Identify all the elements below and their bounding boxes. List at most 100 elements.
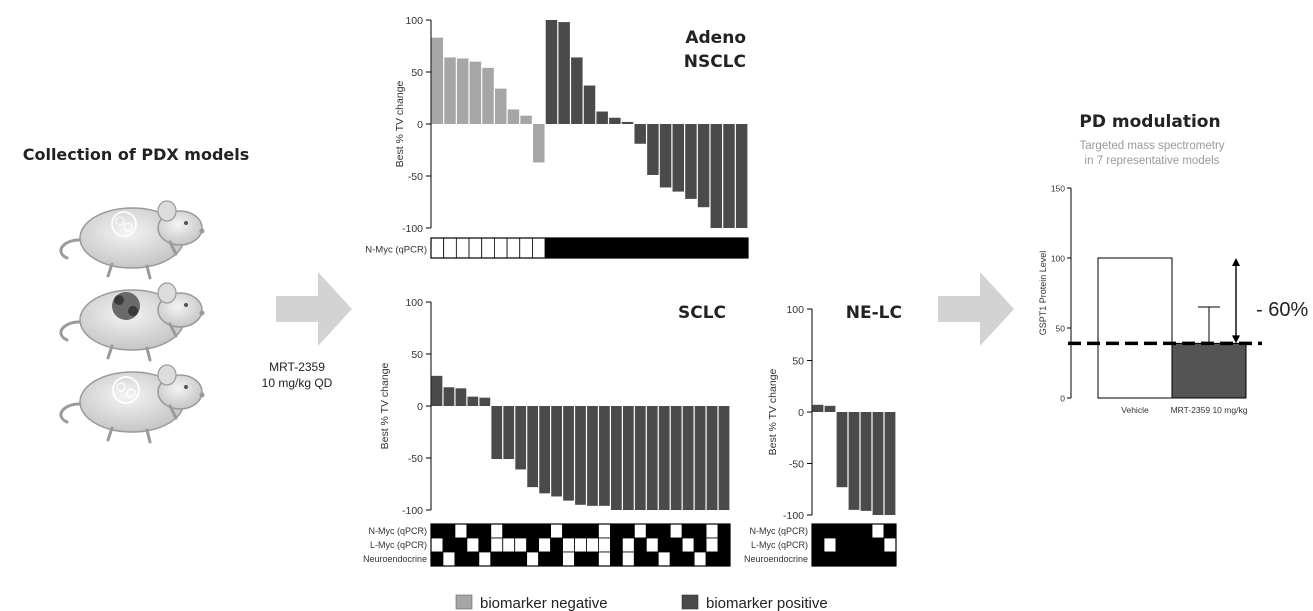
bar <box>515 406 527 470</box>
y-tick-label: 50 <box>1056 324 1066 334</box>
heatmap-cell <box>454 537 468 553</box>
y-tick-label: 100 <box>1051 254 1065 264</box>
heatmap-cell <box>705 551 719 567</box>
heatmap-cell <box>574 523 587 539</box>
bar <box>571 57 583 124</box>
heatmap-row-label: Neuroendocrine <box>744 554 808 564</box>
heatmap-cell <box>538 537 552 553</box>
heatmap-cell <box>502 537 516 553</box>
heatmap-cell <box>502 523 516 539</box>
bar <box>507 109 520 124</box>
heatmap-cell <box>550 537 563 553</box>
heatmap-row-label: L-Myc (qPCR) <box>370 540 427 550</box>
heatmap-cell <box>734 237 749 259</box>
heatmap-cell <box>502 551 516 567</box>
heatmap-row-label: Neuroendocrine <box>363 554 427 564</box>
heatmap-cell <box>657 523 671 539</box>
heatmap-cell <box>532 237 546 259</box>
heatmap-cell <box>859 551 873 567</box>
heatmap-cell <box>582 237 597 259</box>
heatmap-row-label: L-Myc (qPCR) <box>751 540 808 550</box>
heatmap-cell <box>478 537 492 553</box>
heatmap-cell <box>621 523 635 539</box>
heatmap-cell <box>835 523 849 539</box>
legend-label-positive: biomarker positive <box>706 595 828 611</box>
bar <box>646 406 658 510</box>
bar <box>682 406 694 510</box>
heatmap-cell <box>526 537 540 553</box>
heatmap-cell <box>598 551 611 567</box>
ne-lc-chart: 100 50 0 -50 -100 Best % TV change N-Myc (qPCR… <box>744 303 902 567</box>
pd-arrow-icon <box>938 272 1014 346</box>
y-tick-label: -50 <box>789 459 804 471</box>
heatmap-cell <box>526 551 540 567</box>
heatmap-cell <box>633 537 647 553</box>
bar <box>503 406 515 460</box>
heatmap-cell <box>455 237 470 259</box>
heatmap-cell <box>574 537 587 553</box>
heatmap-cell <box>705 537 719 553</box>
heatmap-cell <box>608 237 622 259</box>
legend-swatch-negative <box>455 594 473 610</box>
heatmap-cell <box>538 523 552 539</box>
adeno-nsclc-chart: 100 50 0 -50 -100 Best % TV change N-Myc (qPCR… <box>365 15 749 259</box>
bar <box>599 406 610 506</box>
pd-reduction-label: - 60% <box>1256 299 1308 321</box>
bar <box>723 124 735 228</box>
mouse-icon <box>59 282 205 362</box>
bar <box>872 412 884 515</box>
heatmap-border <box>811 523 897 567</box>
bar <box>697 124 710 208</box>
bar <box>456 58 469 125</box>
mouse-icon <box>59 200 205 280</box>
heatmap-cell <box>514 551 528 567</box>
y-axis-label: Best % TV change <box>394 80 406 167</box>
heatmap-cell <box>811 551 825 567</box>
bar <box>710 124 723 228</box>
y-tick-label: 100 <box>786 304 804 316</box>
heatmap-row-label: N-Myc (qPCR) <box>369 526 428 536</box>
heatmap-cell <box>871 551 885 567</box>
heatmap-cell <box>847 537 861 553</box>
bar <box>491 406 503 460</box>
heatmap-cell <box>454 523 468 539</box>
heatmap-cell <box>823 537 837 553</box>
y-tick-label: -100 <box>402 223 423 235</box>
bar <box>495 88 507 124</box>
bar <box>718 406 730 510</box>
sclc-title: SCLC <box>678 303 726 323</box>
treatment-label-line1: MRT-2359 <box>269 360 325 374</box>
heatmap-cell <box>811 523 825 539</box>
bar <box>685 124 697 199</box>
bar <box>1171 342 1247 399</box>
y-tick-label: 50 <box>792 356 804 368</box>
y-tick-label: -50 <box>408 171 423 183</box>
heatmap-cell <box>693 523 707 539</box>
bar <box>1097 257 1173 399</box>
y-tick-label: 0 <box>417 401 423 413</box>
heatmap-cell <box>633 237 647 259</box>
heatmap-cell <box>514 537 528 553</box>
bar <box>672 124 684 192</box>
heatmap-cell <box>490 551 504 567</box>
bar <box>670 406 682 510</box>
bar <box>455 388 467 406</box>
heatmap-cell <box>681 551 695 567</box>
bar <box>482 67 494 124</box>
bar <box>469 61 482 124</box>
pdx-collection-title: Collection of PDX models <box>23 145 250 164</box>
heatmap-cell <box>595 237 609 259</box>
heatmap-cell <box>657 537 671 553</box>
bar <box>706 406 718 510</box>
heatmap-cell <box>598 537 611 553</box>
heatmap-cell <box>657 551 671 567</box>
bar <box>812 404 824 412</box>
heatmap-cell <box>430 537 444 553</box>
bar <box>658 406 670 510</box>
heatmap-cell <box>490 523 504 539</box>
y-axis-label: Best % TV change <box>379 362 391 449</box>
bar <box>659 124 672 188</box>
heatmap-cell <box>466 523 480 539</box>
heatmap-cell <box>620 237 635 259</box>
